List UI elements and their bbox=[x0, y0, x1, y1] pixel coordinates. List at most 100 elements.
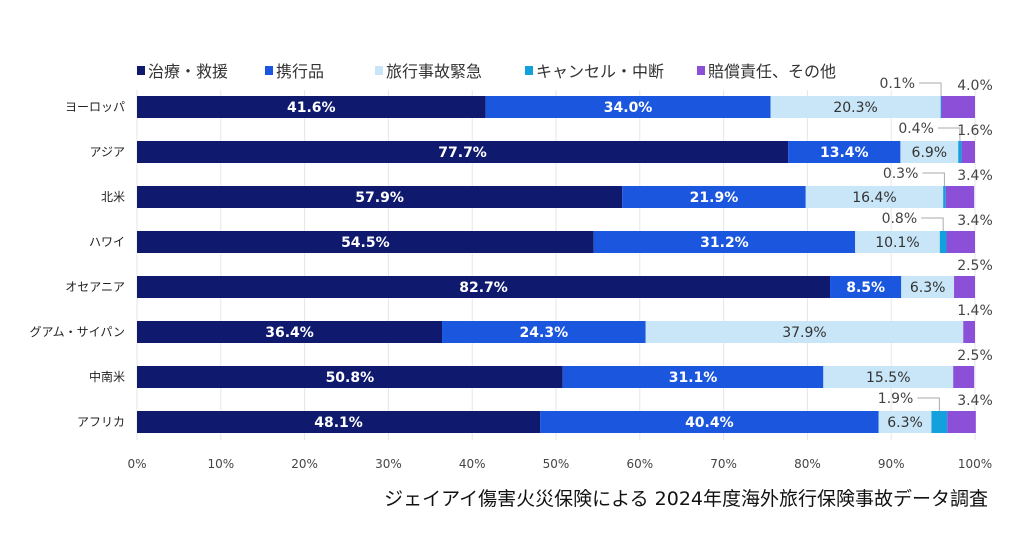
x-tick-label: 10% bbox=[207, 457, 234, 471]
data-label: 1.9% bbox=[878, 391, 914, 407]
bar-segment bbox=[137, 231, 594, 253]
data-label: 1.4% bbox=[957, 303, 993, 319]
category-label: ヨーロッパ bbox=[65, 100, 125, 114]
data-label: 54.5% bbox=[341, 235, 390, 251]
data-label: 2.5% bbox=[957, 258, 993, 274]
bar-segment bbox=[963, 321, 975, 343]
leader-line bbox=[937, 127, 961, 141]
bar-segment bbox=[442, 321, 646, 343]
bar-segment bbox=[485, 96, 771, 118]
data-label: 3.4% bbox=[957, 168, 993, 184]
data-label: 1.6% bbox=[957, 123, 993, 139]
bar-segment bbox=[593, 231, 856, 253]
bar-segment bbox=[855, 231, 940, 253]
x-tick-label: 20% bbox=[291, 457, 318, 471]
bar-segment bbox=[878, 411, 932, 433]
bar-segment bbox=[830, 276, 902, 298]
category-label: アジア bbox=[89, 145, 125, 159]
bar-segment bbox=[645, 321, 964, 343]
bar-segment bbox=[137, 366, 563, 388]
category-label: アフリカ bbox=[77, 415, 125, 429]
bar-segment bbox=[901, 276, 955, 298]
x-tick-label: 70% bbox=[710, 457, 737, 471]
legend-label: 旅行事故緊急 bbox=[386, 62, 482, 81]
data-label: 0.8% bbox=[882, 211, 918, 227]
data-label: 20.3% bbox=[833, 100, 877, 116]
legend-label: 携行品 bbox=[276, 62, 324, 81]
bar-segment bbox=[941, 96, 975, 118]
bar-segment bbox=[945, 186, 975, 208]
data-label: 3.4% bbox=[957, 213, 993, 229]
data-label: 24.3% bbox=[520, 325, 569, 341]
leader-line bbox=[919, 82, 942, 96]
bar-segment bbox=[622, 186, 806, 208]
data-label: 57.9% bbox=[355, 190, 404, 206]
data-label: 36.4% bbox=[265, 325, 314, 341]
bar-segment bbox=[137, 96, 486, 118]
bar-segment bbox=[943, 186, 946, 208]
bar-segment bbox=[137, 141, 789, 163]
data-label: 37.9% bbox=[782, 325, 826, 341]
leader-line bbox=[922, 172, 945, 186]
x-tick-label: 100% bbox=[958, 457, 992, 471]
data-label: 8.5% bbox=[846, 280, 885, 296]
bar-segment bbox=[805, 186, 944, 208]
x-tick-label: 90% bbox=[878, 457, 905, 471]
data-label: 21.9% bbox=[690, 190, 739, 206]
data-label: 6.3% bbox=[910, 280, 946, 296]
category-label: オセアニア bbox=[65, 280, 125, 294]
legend-swatch bbox=[375, 66, 383, 75]
leader-line bbox=[917, 397, 940, 411]
data-label: 3.4% bbox=[957, 393, 993, 409]
bar-segment bbox=[770, 96, 941, 118]
data-label: 48.1% bbox=[314, 415, 363, 431]
legend-label: 賠償責任、その他 bbox=[708, 62, 836, 81]
category-label: グアム・サイパン bbox=[29, 325, 125, 339]
source-note: ジェイアイ傷害火災保険による 2024年度海外旅行保険事故データ調査 bbox=[384, 488, 988, 510]
legend-swatch bbox=[265, 66, 273, 75]
bar-segment bbox=[137, 411, 541, 433]
legend-swatch bbox=[525, 66, 533, 75]
data-label: 82.7% bbox=[459, 280, 508, 296]
bar-segment bbox=[958, 141, 962, 163]
data-label: 41.6% bbox=[287, 100, 336, 116]
data-label: 0.1% bbox=[879, 76, 915, 92]
data-label: 16.4% bbox=[852, 190, 896, 206]
bar-segment bbox=[931, 411, 948, 433]
data-label: 6.3% bbox=[887, 415, 923, 431]
data-label: 40.4% bbox=[685, 415, 734, 431]
data-label: 31.1% bbox=[669, 370, 718, 386]
data-label: 50.8% bbox=[326, 370, 375, 386]
bar-segment bbox=[953, 366, 975, 388]
legend-label: キャンセル・中断 bbox=[536, 62, 664, 81]
category-label: 北米 bbox=[101, 190, 125, 204]
bar-segment bbox=[946, 231, 975, 253]
legend-swatch bbox=[697, 66, 705, 75]
x-tick-label: 80% bbox=[794, 457, 821, 471]
leader-line bbox=[921, 217, 944, 231]
data-label: 0.4% bbox=[898, 121, 934, 137]
bar-segment bbox=[562, 366, 824, 388]
x-tick-label: 0% bbox=[127, 457, 146, 471]
x-tick-label: 60% bbox=[626, 457, 653, 471]
legend-label: 治療・救援 bbox=[148, 62, 228, 81]
data-label: 6.9% bbox=[912, 145, 948, 161]
data-label: 77.7% bbox=[438, 145, 487, 161]
x-tick-label: 30% bbox=[375, 457, 402, 471]
bar-segment bbox=[940, 96, 942, 118]
data-label: 15.5% bbox=[866, 370, 910, 386]
legend-swatch bbox=[137, 66, 145, 75]
data-label: 10.1% bbox=[875, 235, 919, 251]
bar-segment bbox=[137, 321, 443, 343]
x-tick-label: 50% bbox=[543, 457, 570, 471]
bar-segment bbox=[939, 231, 947, 253]
data-label: 2.5% bbox=[957, 348, 993, 364]
x-tick-label: 40% bbox=[459, 457, 486, 471]
data-label: 34.0% bbox=[604, 100, 653, 116]
bar-segment bbox=[540, 411, 879, 433]
category-label: 中南米 bbox=[89, 369, 125, 384]
bar-segment bbox=[137, 186, 623, 208]
data-label: 4.0% bbox=[957, 78, 993, 94]
